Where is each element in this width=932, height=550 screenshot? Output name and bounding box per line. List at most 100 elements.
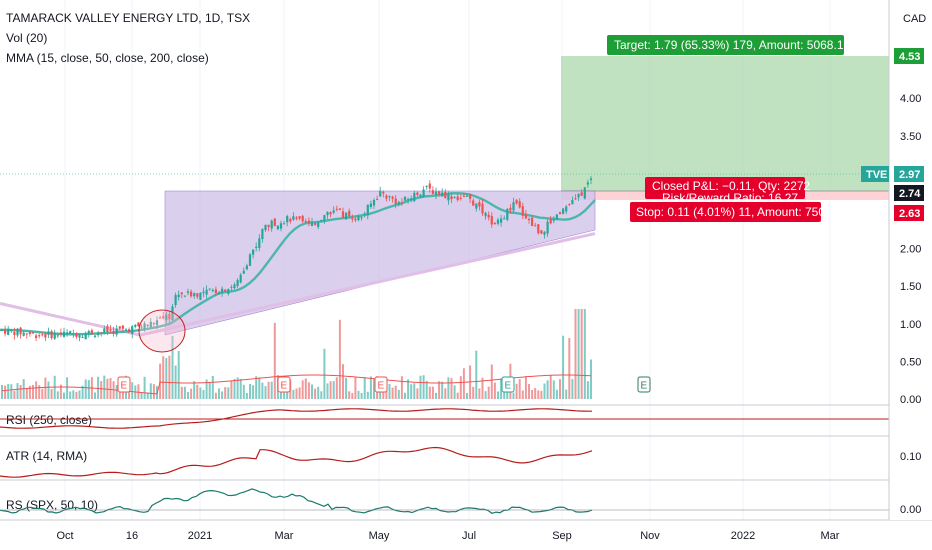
candle-body [410, 198, 413, 200]
volume-legend: Vol (20) [6, 31, 47, 45]
candle-body [475, 203, 478, 209]
ma200-line [0, 232, 596, 337]
earnings-marker[interactable]: E [117, 376, 131, 393]
candle-body [506, 208, 509, 220]
closed-pl-text: Closed P&L: −0.11, Qty: 2272 [652, 179, 811, 193]
candle-body [543, 231, 546, 235]
candle-body [155, 320, 159, 326]
candle-body [199, 292, 202, 300]
candle-body [320, 219, 323, 222]
volume-bar [78, 390, 81, 399]
candle-body [310, 222, 314, 226]
time-axis[interactable]: Oct 16 2021 Mar May Jul Sep Nov 2022 Mar [56, 530, 839, 542]
volume-bar [292, 389, 295, 399]
volume-bar [47, 381, 50, 399]
candle-body [453, 197, 456, 199]
volume-bar [174, 365, 177, 399]
volume-bar [214, 392, 217, 399]
candle-body [22, 332, 25, 336]
candle-body [19, 327, 22, 335]
candle-body [7, 328, 10, 335]
candle-body [202, 291, 205, 294]
volume-bar [438, 381, 441, 399]
earnings-marker[interactable]: E [374, 376, 388, 393]
candle-body [25, 333, 28, 335]
candle-body [121, 325, 124, 329]
price-scale[interactable] [889, 0, 932, 520]
volume-bar [565, 389, 568, 399]
volume-bar [25, 388, 28, 399]
candle-body [267, 224, 270, 227]
candle-body [496, 219, 500, 224]
candle-body [531, 217, 534, 227]
candle-body [493, 223, 496, 225]
candle-body [115, 328, 118, 335]
volume-bar [475, 350, 478, 399]
price-tick: 0.50 [900, 356, 921, 368]
candle-body [481, 203, 484, 214]
volume-bar [59, 384, 62, 399]
earnings-marker[interactable]: E [501, 376, 515, 393]
candle-body [472, 200, 475, 206]
candle-body [233, 284, 236, 289]
volume-bar [227, 387, 230, 399]
candle-body [444, 191, 447, 199]
volume-bar [190, 388, 193, 399]
candle-body [407, 198, 410, 200]
time-tick: Mar [821, 530, 840, 542]
candle-body [56, 335, 59, 337]
earnings-marker[interactable]: E [277, 376, 291, 393]
candle-body [53, 333, 56, 339]
earnings-label: E [505, 381, 512, 392]
candle-body [416, 192, 419, 196]
volume-bar [100, 381, 103, 399]
candle-body [345, 212, 348, 220]
candle-body [50, 331, 53, 339]
candle-body [558, 212, 562, 214]
volume-bar [245, 392, 248, 399]
candle-body [487, 214, 490, 218]
volume-bar [16, 383, 19, 399]
candle-body [128, 329, 131, 333]
volume-bar [311, 384, 313, 399]
candle-body [459, 197, 462, 199]
volume-bar [320, 391, 323, 399]
rs-legend: RS (SPX, 50, 10) [6, 498, 98, 512]
volume-bar [562, 335, 565, 399]
volume-bar [66, 377, 69, 399]
volume-bar [273, 322, 276, 399]
candle-body [527, 218, 531, 221]
rs-tick: 0.00 [900, 504, 921, 516]
volume-bar [280, 390, 282, 399]
candle-body [205, 289, 208, 295]
candle-body [537, 224, 540, 234]
candle-body [376, 198, 379, 200]
volume-ma-line [1, 374, 592, 395]
candle-body [540, 230, 543, 234]
candle-body [354, 218, 357, 221]
volume-bar [404, 392, 406, 399]
volume-bar [580, 309, 583, 399]
volume-bar [264, 386, 267, 399]
volume-bar [528, 383, 530, 399]
candle-body [47, 331, 50, 335]
candle-body [360, 217, 363, 219]
candle-body [224, 289, 227, 292]
volume-bar [518, 379, 521, 399]
volume-bar [534, 388, 537, 399]
volume-bar [444, 388, 447, 399]
earnings-marker[interactable]: E [637, 376, 651, 393]
candle-body [400, 202, 403, 204]
candle-body [72, 333, 75, 335]
candle-body [62, 331, 66, 337]
candle-body [577, 193, 580, 198]
candle-body [295, 217, 298, 219]
volume-bar [149, 383, 152, 399]
volume-bar [546, 380, 549, 399]
price-ticks: 4.003.503.002.502.001.501.000.500.00 [900, 93, 921, 406]
candle-body [180, 292, 183, 295]
candle-body [425, 185, 428, 187]
candle-body [562, 208, 565, 214]
candle-body [140, 326, 143, 328]
